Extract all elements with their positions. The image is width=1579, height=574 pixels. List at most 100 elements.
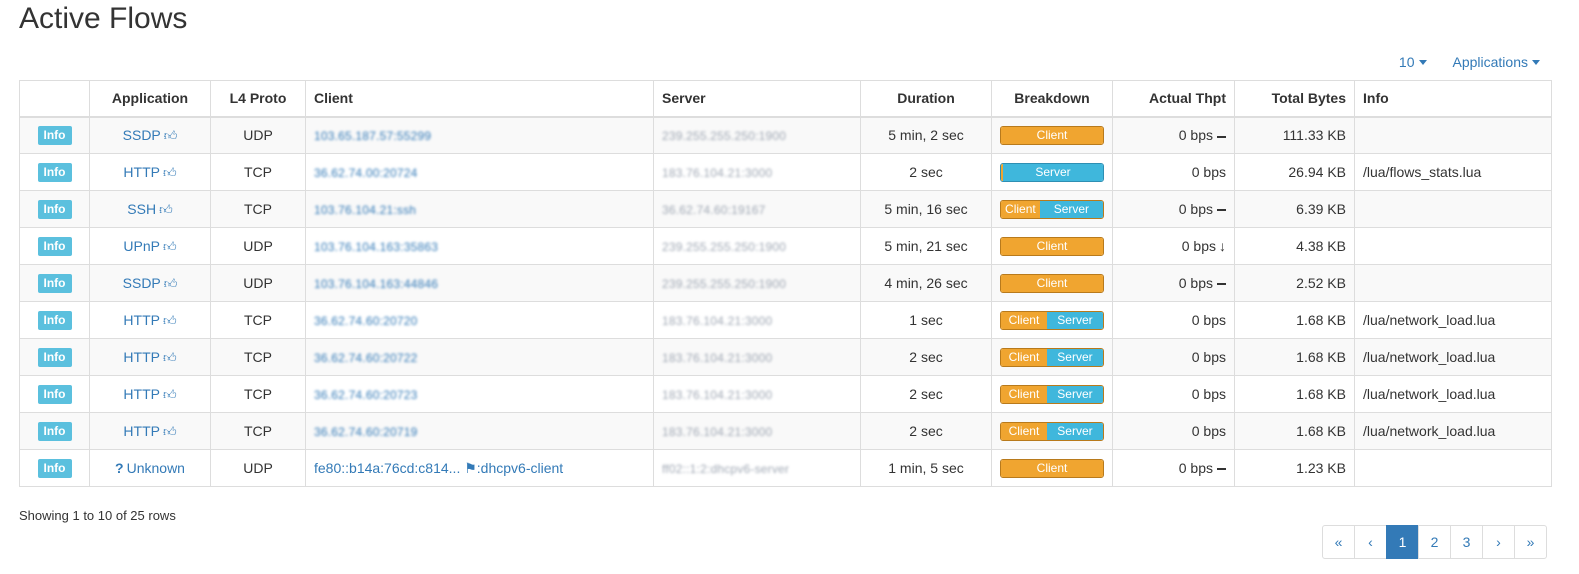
col-header-duration[interactable]: Duration (860, 80, 992, 118)
page-3-button[interactable]: 3 (1450, 525, 1483, 559)
breakdown-bar: Client Server (1000, 347, 1104, 367)
first-page-button[interactable]: « (1322, 525, 1355, 559)
info-button[interactable]: Info (37, 458, 72, 478)
table-toolbar: 10 Applications (1399, 54, 1540, 70)
info-button[interactable]: Info (37, 310, 72, 330)
info-cell: /lua/network_load.lua (1354, 412, 1552, 450)
breakdown-bar: Client (1000, 125, 1104, 145)
info-cell (1354, 190, 1552, 228)
breakdown-client-segment: Client (1001, 237, 1103, 255)
thumbs-up-icon[interactable]: 👍︎ (163, 127, 178, 143)
breakdown-client-label: Client (1036, 238, 1068, 253)
table-body: Info SSDP 👍︎ UDP 103.65.187.57:55299 239.255.… (19, 116, 1552, 487)
info-button[interactable]: Info (37, 273, 72, 293)
server-address-link[interactable]: 183.76.104.21:3000 (662, 351, 773, 365)
thumbs-up-icon[interactable]: 👍︎ (162, 423, 177, 439)
server-address-link[interactable]: 239.255.255.250:1900 (662, 240, 787, 254)
thpt-value: 0 bps (1181, 238, 1216, 254)
col-header-application[interactable]: Application (89, 80, 211, 118)
page-1-button[interactable]: 1 (1386, 525, 1419, 559)
info-button[interactable]: Info (37, 421, 72, 441)
col-header-server[interactable]: Server (653, 80, 861, 118)
server-cell: 36.62.74.60:19167 (653, 190, 861, 228)
col-header-info[interactable]: Info (1354, 80, 1552, 118)
application-link[interactable]: SSDP (122, 126, 161, 143)
client-address-link[interactable]: 103.76.104.163:44846 (314, 277, 439, 291)
table-header-row: Application L4 Proto Client Server Durat… (19, 80, 1552, 118)
client-service-tag[interactable]: :dhcpv6-client (476, 459, 564, 476)
application-link[interactable]: UPnP (123, 237, 160, 254)
breakdown-server-segment: Server (1046, 422, 1103, 440)
applications-filter-dropdown[interactable]: Applications (1453, 54, 1540, 70)
server-address-link[interactable]: ff02::1:2:dhcpv6-server (662, 462, 790, 476)
server-cell: 183.76.104.21:3000 (653, 412, 861, 450)
actions-cell: Info (19, 227, 90, 265)
info-button[interactable]: Info (37, 162, 72, 182)
server-address-link[interactable]: 183.76.104.21:3000 (662, 425, 773, 439)
application-cell: HTTP 👍︎ (89, 301, 211, 339)
server-address-link[interactable]: 36.62.74.60:19167 (662, 203, 766, 217)
application-link[interactable]: HTTP (123, 348, 160, 365)
col-header-actual-thpt[interactable]: Actual Thpt (1112, 80, 1235, 118)
duration-cell: 2 sec (860, 153, 992, 191)
total-bytes-cell: 111.33 KB (1234, 116, 1355, 154)
minus-icon (1217, 468, 1226, 471)
thumbs-up-icon[interactable]: 👍︎ (162, 312, 177, 328)
col-header-client[interactable]: Client (305, 80, 654, 118)
server-address-link[interactable]: 183.76.104.21:3000 (662, 166, 773, 180)
info-button[interactable]: Info (37, 347, 72, 367)
thumbs-up-icon[interactable]: 👍︎ (162, 386, 177, 402)
server-cell: 239.255.255.250:1900 (653, 227, 861, 265)
breakdown-client-segment: Client (1001, 348, 1047, 366)
info-button[interactable]: Info (37, 199, 72, 219)
thumbs-up-icon[interactable]: 👍︎ (163, 275, 178, 291)
thpt-value: 0 bps (1178, 201, 1213, 217)
col-header-total-bytes[interactable]: Total Bytes (1234, 80, 1355, 118)
info-cell (1354, 449, 1552, 487)
client-address-link[interactable]: 36.62.74.60:20722 (314, 351, 418, 365)
breakdown-cell: Client (991, 264, 1113, 302)
client-address-link[interactable]: 36.62.74.60:20720 (314, 314, 418, 328)
thumbs-up-icon[interactable]: 👍︎ (159, 201, 173, 217)
thpt-value: 0 bps (1191, 349, 1226, 365)
application-link[interactable]: SSH (127, 200, 157, 217)
application-link[interactable]: HTTP (123, 311, 160, 328)
server-address-link[interactable]: 239.255.255.250:1900 (662, 277, 787, 291)
client-address-link[interactable]: 103.76.104.21:ssh (314, 203, 417, 217)
thumbs-up-icon[interactable]: 👍︎ (162, 349, 177, 365)
duration-cell: 4 min, 26 sec (860, 264, 992, 302)
info-button[interactable]: Info (37, 236, 72, 256)
actions-cell: Info (19, 116, 90, 154)
server-address-link[interactable]: 239.255.255.250:1900 (662, 129, 787, 144)
application-link[interactable]: Unknown (126, 460, 185, 476)
thumbs-up-icon[interactable]: 👍︎ (162, 238, 177, 254)
info-button[interactable]: Info (37, 125, 72, 145)
table-row: Info HTTP 👍︎ TCP 36.62.74.60:20723 183.76.104… (19, 375, 1552, 413)
client-address-link[interactable]: 36.62.74.00:20724 (314, 166, 418, 180)
thumbs-up-icon[interactable]: 👍︎ (162, 164, 177, 180)
application-link[interactable]: HTTP (123, 385, 160, 402)
breakdown-bar: Client (1000, 236, 1104, 256)
col-header-l4-proto[interactable]: L4 Proto (210, 80, 306, 118)
server-address-link[interactable]: 183.76.104.21:3000 (662, 314, 773, 328)
prev-page-button[interactable]: ‹ (1354, 525, 1387, 559)
client-address-link[interactable]: 103.65.187.57:55299 (314, 129, 432, 144)
breakdown-bar: Client Server (1000, 384, 1104, 404)
thpt-value: 0 bps (1191, 312, 1226, 328)
application-link[interactable]: HTTP (123, 163, 160, 180)
application-link[interactable]: HTTP (123, 422, 160, 439)
last-page-button[interactable]: » (1514, 525, 1547, 559)
client-address-link[interactable]: 103.76.104.163:35863 (314, 240, 439, 254)
server-address-link[interactable]: 183.76.104.21:3000 (662, 388, 773, 402)
next-page-button[interactable]: › (1482, 525, 1515, 559)
info-button[interactable]: Info (37, 384, 72, 404)
application-link[interactable]: SSDP (122, 274, 161, 291)
breakdown-server-segment: Server (1046, 311, 1103, 329)
l4-proto-cell: UDP (210, 264, 306, 302)
client-address-link[interactable]: fe80::b14a:76cd:c814... (314, 459, 461, 476)
page-2-button[interactable]: 2 (1418, 525, 1451, 559)
rows-per-page-dropdown[interactable]: 10 (1399, 54, 1427, 70)
client-address-link[interactable]: 36.62.74.60:20723 (314, 388, 418, 402)
application-cell: SSH 👍︎ (89, 190, 211, 228)
client-address-link[interactable]: 36.62.74.60:20719 (314, 425, 418, 439)
